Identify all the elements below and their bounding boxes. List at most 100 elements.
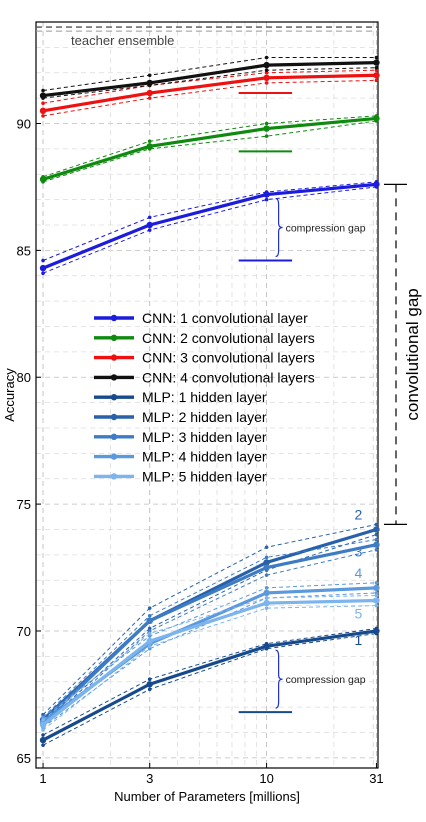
series-bound-point <box>264 134 269 138</box>
series-bound-point <box>374 537 379 542</box>
series-point <box>373 597 380 604</box>
series-point <box>263 74 270 82</box>
series-bound-point <box>147 73 152 78</box>
series-end-label: 2 <box>354 506 362 522</box>
series-bound-point <box>147 228 152 232</box>
compression-gap-label: compression gap <box>286 223 366 235</box>
series-point <box>146 681 153 688</box>
series-point <box>146 79 153 87</box>
series-lower-bound <box>42 549 377 728</box>
series-bound-point <box>147 626 152 631</box>
series-group <box>39 114 380 184</box>
legend: CNN: 1 convolutional layer CNN: 2 convolu… <box>94 310 315 484</box>
series-bound-point <box>147 677 152 681</box>
series-bound-point <box>264 68 269 73</box>
series-upper-bound <box>42 181 377 261</box>
series-bound-point <box>41 733 45 737</box>
series-bound-point <box>264 121 269 126</box>
series-lower-bound <box>42 534 377 726</box>
series-point <box>373 181 380 188</box>
series-lower-bound <box>42 605 377 731</box>
legend-swatch-marker <box>110 394 118 401</box>
series-bound-point <box>374 593 379 598</box>
plot-frame <box>35 21 379 769</box>
distilled-reference-lines <box>238 92 293 714</box>
series-bound-point <box>41 712 45 717</box>
series-line <box>42 73 377 113</box>
compression-gap-label: compression gap <box>286 674 366 686</box>
series-bound-point <box>374 532 379 537</box>
series-point <box>146 221 153 229</box>
series-bound-point <box>374 580 379 585</box>
series-point <box>263 599 270 607</box>
series-point <box>373 59 380 66</box>
x-tick-label: 31 <box>369 771 383 786</box>
series-bound-point <box>41 728 45 732</box>
series-lower-bound <box>42 79 377 117</box>
series-group <box>39 55 380 100</box>
series-bound-point <box>264 81 269 85</box>
teacher-ensemble-group: teacher ensemble <box>36 26 378 48</box>
series-bound-point <box>147 687 152 692</box>
legend-entry-label: MLP: 1 hidden layer <box>142 389 267 405</box>
series-point <box>373 627 380 635</box>
legend-entry-label: MLP: 4 hidden layer <box>142 449 267 465</box>
series-bound-point <box>264 573 269 577</box>
series-point <box>263 589 270 597</box>
x-tick-label: 1 <box>39 771 46 786</box>
compression-gap-brace <box>275 197 283 258</box>
series-bound-point <box>264 70 269 75</box>
series-point <box>39 107 47 115</box>
series-line <box>42 116 377 181</box>
series-point <box>263 191 270 198</box>
series-point <box>146 617 153 625</box>
series-bound-point <box>41 717 45 722</box>
series-bound-point <box>374 78 379 83</box>
compression-gap-annotations: compression gap compression gap <box>275 197 366 709</box>
series-point <box>146 89 153 97</box>
series-point <box>39 264 47 272</box>
y-tick-label: 75 <box>17 497 31 512</box>
convolutional-gap-label: convolutional gap <box>403 288 422 420</box>
series-bound-point <box>147 96 152 100</box>
series-upper-bound <box>42 523 377 716</box>
legend-swatch-marker <box>110 453 118 460</box>
legend-entry-label: CNN: 3 convolutional layers <box>142 350 315 366</box>
series-bound-point <box>147 646 152 651</box>
series-bound-point <box>264 586 269 590</box>
x-axis-label: Number of Parameters [millions] <box>114 789 300 804</box>
series-point <box>263 643 270 650</box>
series-point <box>373 541 380 548</box>
series-bound-point <box>147 634 152 638</box>
legend-swatch-marker <box>110 413 118 421</box>
series-group <box>39 626 380 747</box>
series-bound-point <box>264 197 269 202</box>
legend-entry-label: MLP: 2 hidden layer <box>142 409 267 425</box>
series-point <box>146 143 153 150</box>
series-bound-point <box>147 139 152 144</box>
series-point <box>263 61 270 69</box>
series-group <box>39 180 380 276</box>
y-axis-label: Accuracy <box>2 368 17 422</box>
y-tick-label: 70 <box>17 624 31 639</box>
series-point <box>263 125 270 132</box>
series-point <box>263 559 270 566</box>
series-bound-point <box>147 631 152 636</box>
series-bound-point <box>147 215 152 220</box>
convolutional-gap-bracket: convolutional gap <box>384 183 422 526</box>
legend-swatch-marker <box>110 433 118 440</box>
y-tick-label: 90 <box>17 116 31 131</box>
series-upper-bound <box>42 582 377 718</box>
legend-entry-label: CNN: 4 convolutional layers <box>142 369 315 385</box>
series-bound-point <box>264 606 269 610</box>
legend-swatch-marker <box>110 354 118 361</box>
y-tick-label: 80 <box>17 370 31 385</box>
series-point <box>146 637 153 645</box>
series-line <box>42 586 377 724</box>
series-line <box>41 543 377 724</box>
y-tick-label: 85 <box>17 243 31 258</box>
series-bound-point <box>147 606 152 610</box>
series-end-label: 5 <box>354 606 362 622</box>
